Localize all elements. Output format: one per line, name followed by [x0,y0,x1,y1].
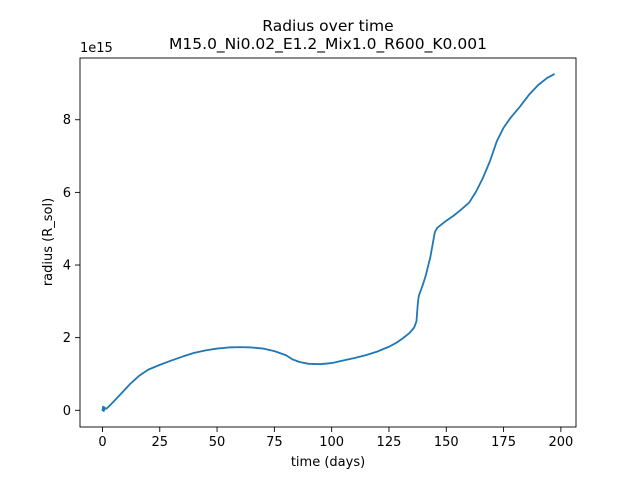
y-tick-label: 2 [63,331,71,346]
y-tick-label: 4 [63,259,71,274]
series-line [101,73,555,412]
x-tick-label: 0 [98,435,106,450]
plot-area [101,73,555,412]
plot-frame [79,57,577,428]
y-axis-label: radius (R_sol) [41,198,56,286]
x-axis: 0 25 50 75 100 125 150 175 200 [98,427,573,450]
y-tick-label: 8 [63,113,71,128]
chart-title-line1: Radius over time [262,17,393,35]
x-tick-label: 50 [209,435,226,450]
x-tick-label: 100 [319,435,344,450]
x-tick-label: 150 [434,435,459,450]
x-axis-label: time (days) [291,455,365,470]
x-tick-label: 25 [151,435,168,450]
y-axis: 0 2 4 6 8 [63,113,80,419]
x-tick-label: 200 [548,435,573,450]
chart-title-line2: M15.0_Ni0.02_E1.2_Mix1.0_R600_K0.001 [169,35,487,54]
x-tick-label: 125 [377,435,402,450]
x-tick-label: 75 [266,435,283,450]
y-offset-label: 1e15 [80,41,113,56]
y-tick-label: 6 [63,186,71,201]
x-tick-label: 175 [491,435,516,450]
y-tick-label: 0 [63,404,71,419]
